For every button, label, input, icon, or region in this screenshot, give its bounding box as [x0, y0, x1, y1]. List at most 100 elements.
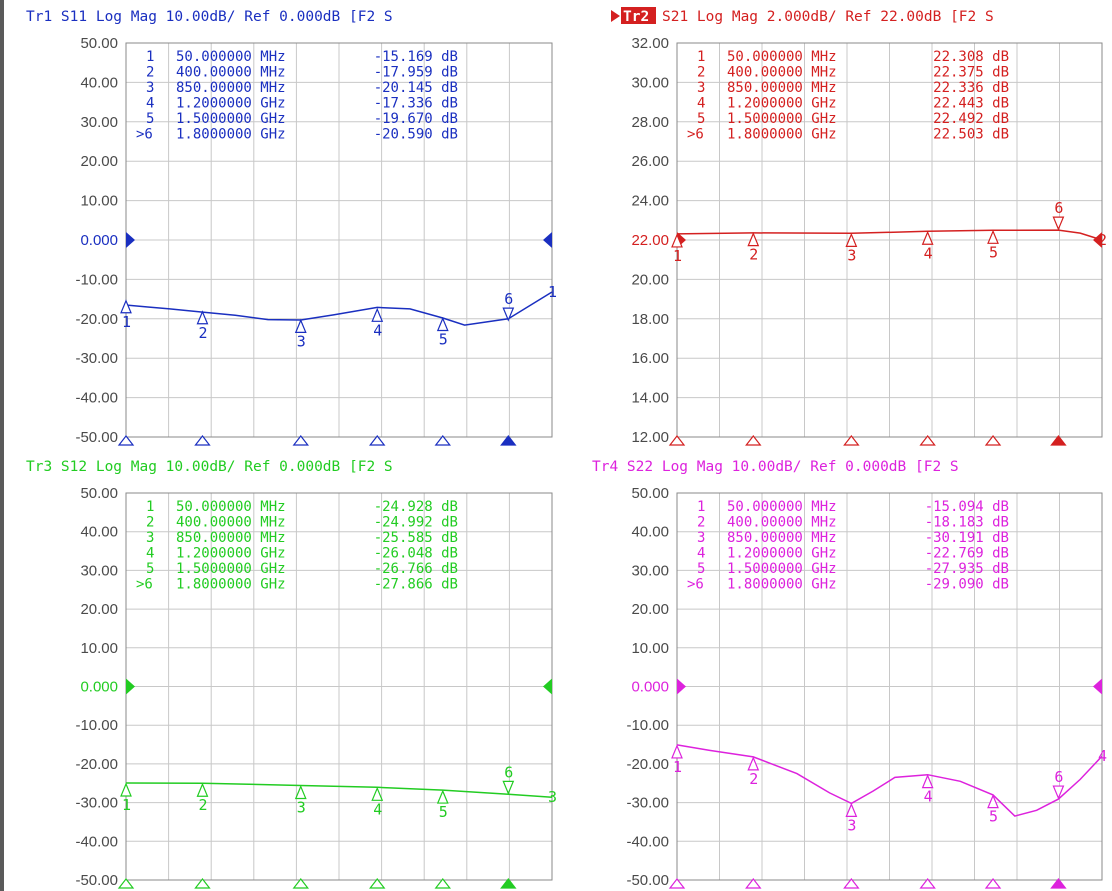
marker-number: 5 — [439, 330, 448, 348]
readout-frequency: 850.00000 MHz — [727, 530, 837, 546]
y-tick-label: -30.00 — [626, 795, 669, 812]
y-tick-label: -30.00 — [75, 350, 118, 367]
marker-number: 3 — [847, 816, 856, 834]
readout-frequency: 50.000000 MHz — [727, 49, 837, 65]
marker-number: 5 — [439, 803, 448, 821]
panel-tr3: Tr3 S12 Log Mag 10.00dB/ Ref 0.000dB [F2… — [26, 459, 557, 889]
marker-number: 4 — [924, 788, 933, 806]
readout-frequency: 400.00000 MHz — [727, 65, 837, 81]
marker-triangle-icon — [121, 784, 131, 796]
marker-number: 2 — [749, 246, 758, 264]
marker-6: 6 — [501, 290, 515, 445]
readout-marker-number: 2 — [697, 65, 705, 81]
marker-triangle-icon — [372, 788, 382, 800]
y-tick-label: -20.00 — [75, 756, 118, 773]
readout-marker-number: 2 — [146, 515, 154, 531]
y-tick-label: 20.00 — [80, 601, 118, 618]
y-tick-label: 24.00 — [631, 193, 669, 210]
readout-marker-number: 5 — [146, 561, 154, 577]
marker-3: 3 — [294, 787, 308, 888]
marker-triangle-icon — [1053, 217, 1063, 229]
y-tick-label: 40.00 — [631, 524, 669, 541]
y-tick-label: 30.00 — [80, 114, 118, 131]
panel-tr1: Tr1 S11 Log Mag 10.00dB/ Ref 0.000dB [F2… — [26, 9, 557, 446]
readout-value: -15.169 dB — [374, 49, 458, 65]
vna-traces-svg: Tr1 S11 Log Mag 10.00dB/ Ref 0.000dB [F2… — [4, 0, 1112, 891]
readout-value: -24.992 dB — [374, 515, 458, 531]
readout-frequency: 400.00000 MHz — [176, 65, 286, 81]
marker-3: 3 — [294, 320, 308, 445]
y-tick-label: 40.00 — [80, 524, 118, 541]
readout-frequency: 1.8000000 GHz — [727, 577, 837, 593]
trace-header: Tr1 S11 Log Mag 10.00dB/ Ref 0.000dB [F2… — [26, 9, 393, 25]
marker-4: 4 — [370, 788, 384, 888]
trace-header: S21 Log Mag 2.000dB/ Ref 22.00dB [F2 S — [662, 9, 994, 25]
marker-3: 3 — [844, 804, 858, 888]
marker-2: 2 — [746, 758, 760, 888]
marker-number: 2 — [198, 324, 207, 342]
marker-number: 6 — [504, 290, 513, 308]
readout-frequency: 1.8000000 GHz — [727, 127, 837, 143]
y-tick-label: -20.00 — [626, 756, 669, 773]
readout-frequency: 1.8000000 GHz — [176, 577, 286, 593]
readout-value: -15.094 dB — [925, 499, 1009, 515]
y-tick-label: 30.00 — [631, 562, 669, 579]
marker-5: 5 — [436, 791, 450, 888]
readout-marker-number: >6 — [136, 577, 153, 593]
marker-number: 1 — [122, 313, 131, 331]
y-tick-label: -40.00 — [626, 833, 669, 850]
marker-triangle-icon — [197, 784, 207, 796]
marker-number: 5 — [989, 243, 998, 261]
y-tick-label: 14.00 — [631, 390, 669, 407]
y-tick-label: 16.00 — [631, 350, 669, 367]
marker-2: 2 — [195, 784, 209, 888]
marker-number: 6 — [504, 763, 513, 781]
readout-value: -30.191 dB — [925, 530, 1009, 546]
marker-5: 5 — [986, 231, 1000, 445]
y-tick-label: 20.00 — [631, 601, 669, 618]
marker-number: 6 — [1054, 199, 1063, 217]
readout-value: 22.308 dB — [933, 49, 1009, 65]
y-tick-label: -20.00 — [75, 311, 118, 328]
marker-2: 2 — [195, 312, 209, 445]
trace-header: Tr4 S22 Log Mag 10.00dB/ Ref 0.000dB [F2… — [592, 459, 959, 475]
readout-frequency: 1.5000000 GHz — [727, 111, 837, 127]
marker-triangle-icon — [197, 312, 207, 324]
marker-number: 2 — [749, 770, 758, 788]
y-tick-label-ref: 0.000 — [80, 232, 118, 249]
marker-number: 4 — [373, 321, 382, 339]
marker-number: 1 — [673, 247, 682, 265]
marker-6: 6 — [501, 763, 515, 888]
marker-3: 3 — [844, 234, 858, 445]
y-tick-label-ref: 22.00 — [631, 232, 669, 249]
readout-frequency: 50.000000 MHz — [727, 499, 837, 515]
y-tick-label: 12.00 — [631, 429, 669, 446]
reference-level-right-icon — [1093, 679, 1102, 695]
y-tick-label: 10.00 — [80, 640, 118, 657]
marker-triangle-icon — [923, 776, 933, 788]
panel-tr4: Tr4 S22 Log Mag 10.00dB/ Ref 0.000dB [F2… — [592, 459, 1107, 889]
marker-number: 5 — [989, 808, 998, 826]
marker-5: 5 — [986, 796, 1000, 888]
marker-4: 4 — [921, 232, 935, 445]
readout-value: -20.145 dB — [374, 80, 458, 96]
readout-frequency: 400.00000 MHz — [176, 515, 286, 531]
marker-2: 2 — [746, 234, 760, 445]
readout-value: -19.670 dB — [374, 111, 458, 127]
y-tick-label: -30.00 — [75, 795, 118, 812]
y-tick-label: 30.00 — [80, 562, 118, 579]
marker-triangle-icon — [988, 231, 998, 243]
readout-value: -25.585 dB — [374, 530, 458, 546]
readout-marker-number: 4 — [697, 96, 705, 112]
readout-frequency: 50.000000 MHz — [176, 499, 286, 515]
y-tick-label: 32.00 — [631, 35, 669, 52]
trace-header: Tr3 S12 Log Mag 10.00dB/ Ref 0.000dB [F2… — [26, 459, 393, 475]
reference-level-right-icon — [543, 679, 552, 695]
marker-number: 4 — [924, 244, 933, 262]
readout-value: -27.935 dB — [925, 561, 1009, 577]
y-tick-label: 26.00 — [631, 153, 669, 170]
marker-number: 1 — [122, 796, 131, 814]
active-trace-arrow-icon — [611, 10, 620, 22]
y-tick-label: 30.00 — [631, 74, 669, 91]
